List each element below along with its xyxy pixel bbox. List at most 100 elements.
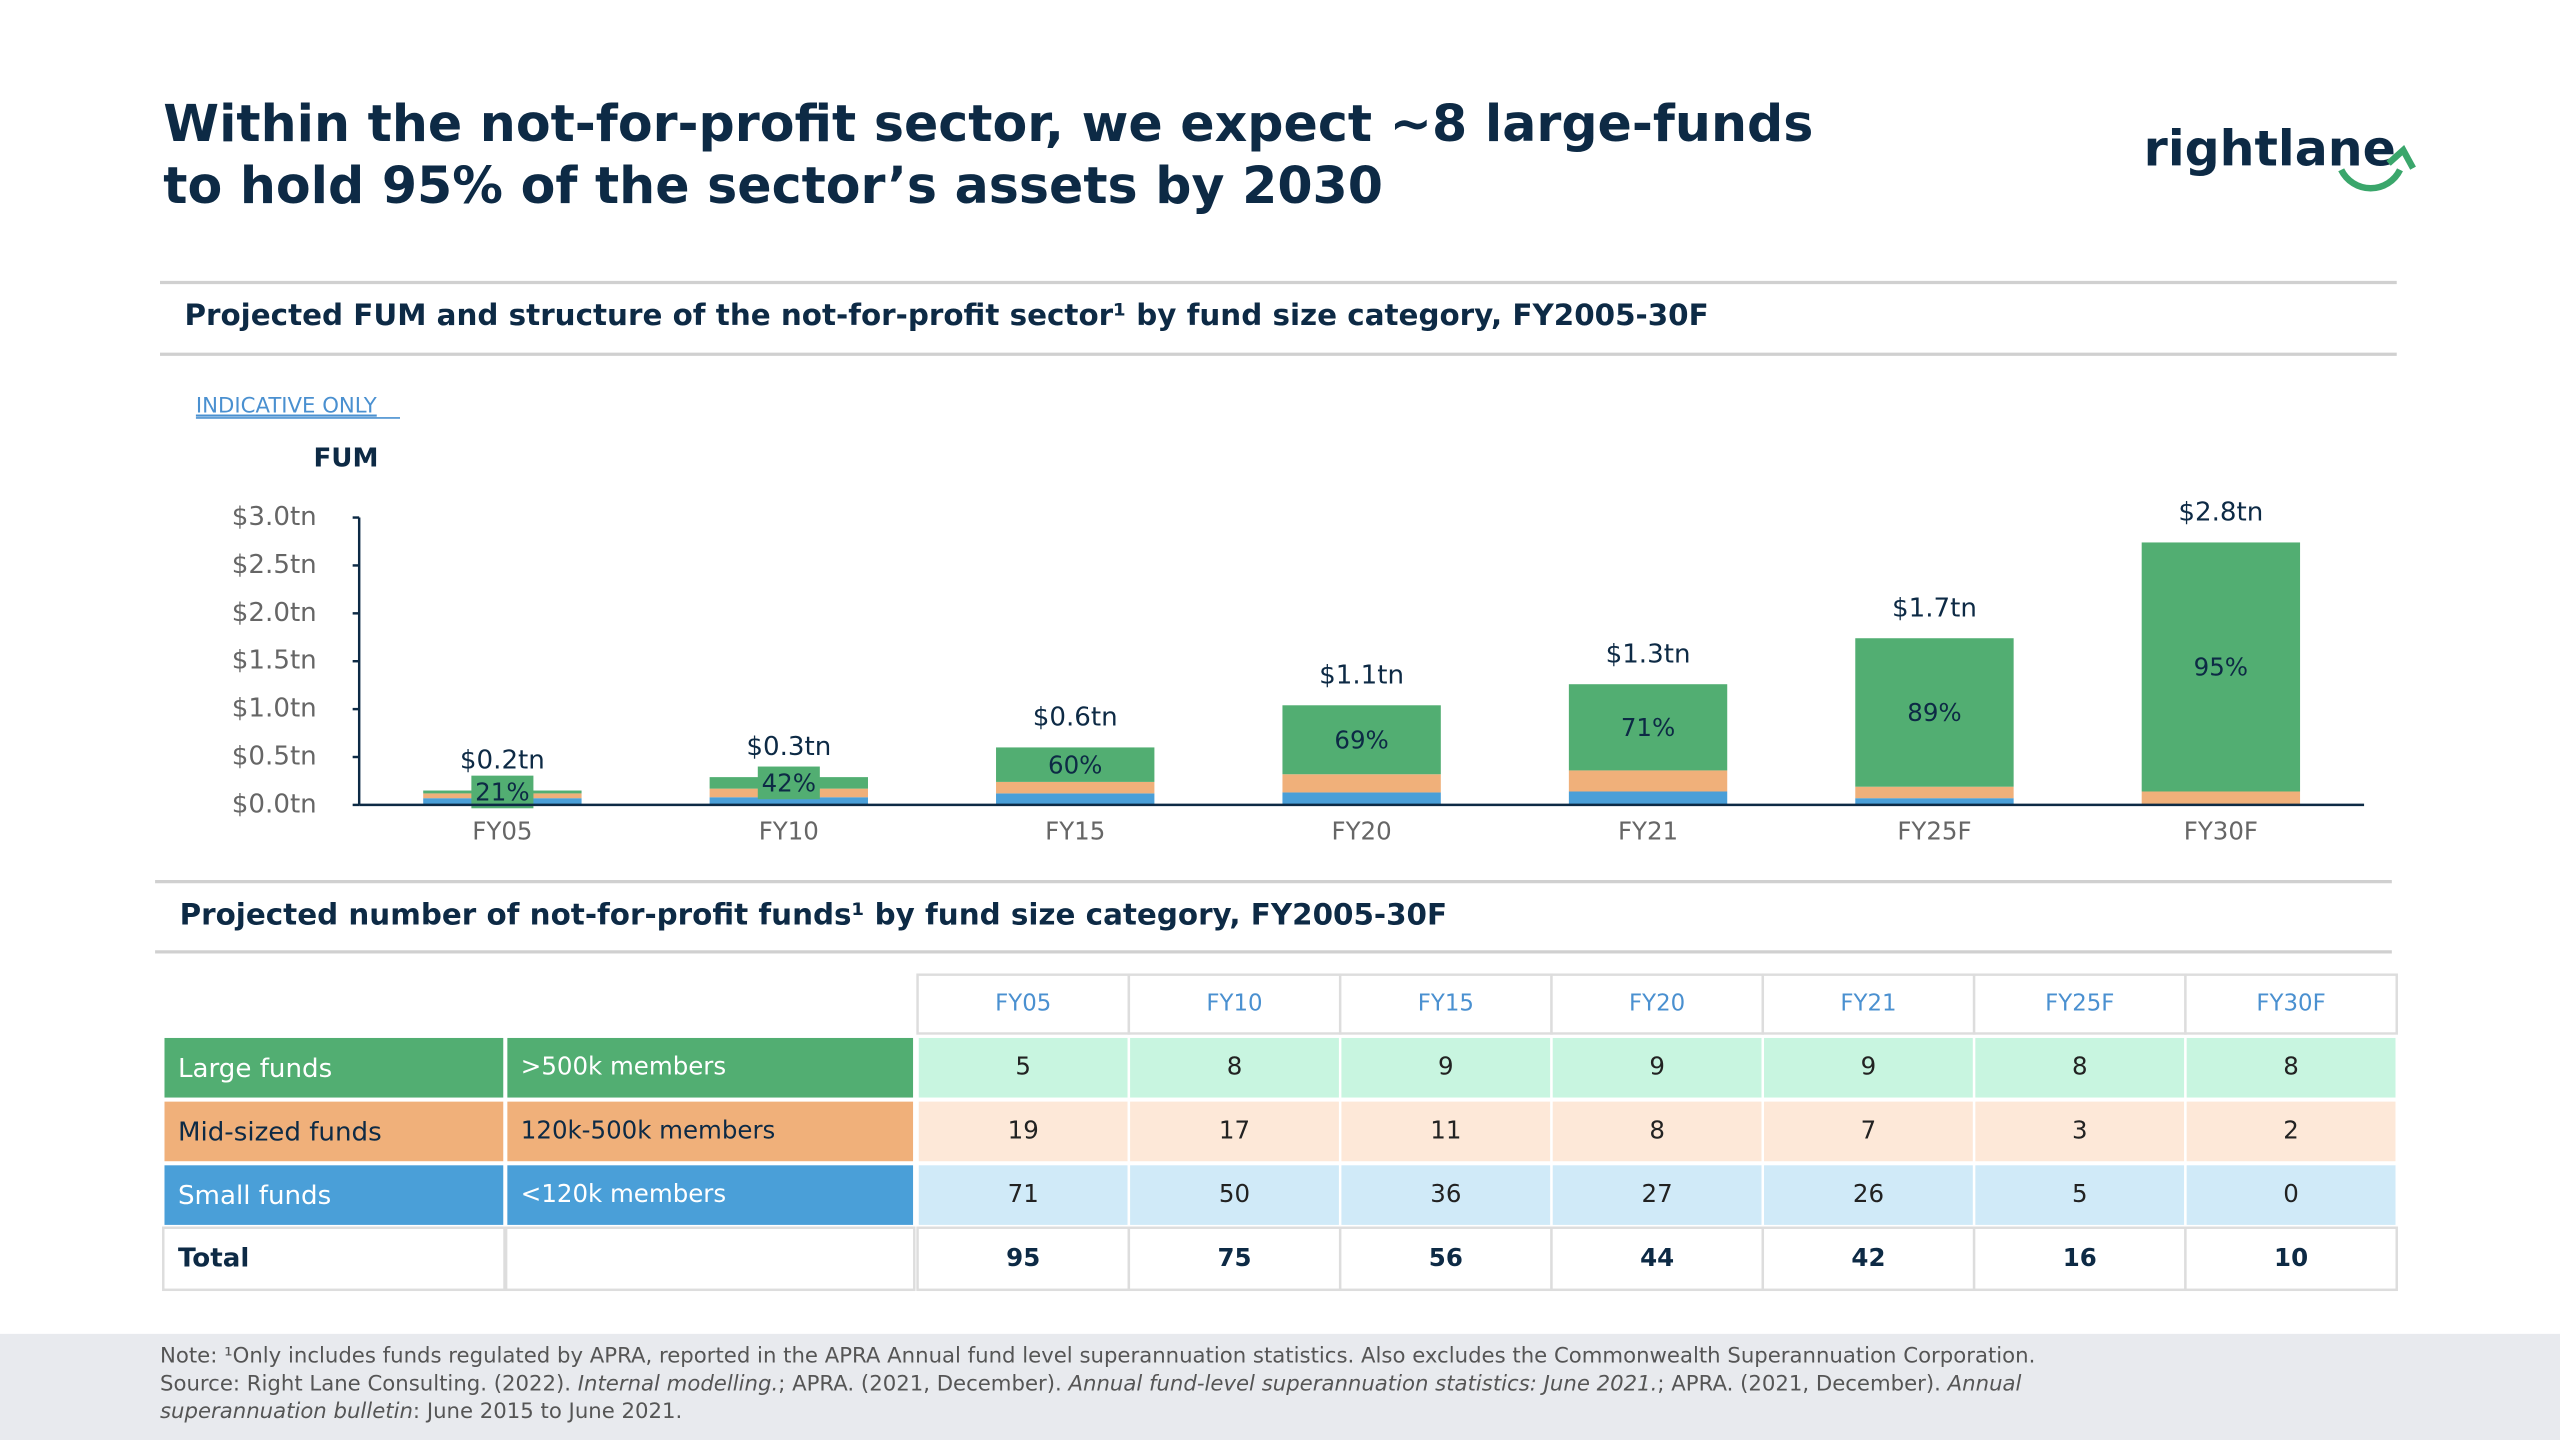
total-value: 44	[1640, 1243, 1674, 1272]
cell	[916, 1035, 1131, 1100]
header-cell	[2184, 973, 2398, 1035]
x-tick-label: FY05	[472, 817, 532, 846]
row-label: Large funds	[178, 1054, 332, 1084]
footer-source: superannuation bulletin: June 2015 to Ju…	[160, 1399, 682, 1424]
table-title: Projected number of not-for-profit funds…	[180, 897, 1447, 931]
cell	[1972, 1162, 2187, 1228]
total-label: $0.6tn	[1033, 703, 1118, 733]
share-label-bg	[471, 775, 534, 809]
x-tick-label: FY15	[1045, 817, 1105, 846]
bar-segment	[1282, 774, 1441, 793]
header-label: FY21	[1840, 991, 1896, 1017]
bar-segment	[996, 793, 1155, 805]
source-part: : June 2015 to June 2021.	[413, 1399, 682, 1424]
annotation: INDICATIVE ONLY	[196, 394, 377, 419]
share-label: 71%	[1621, 713, 1675, 742]
source-part: superannuation bulletin	[160, 1399, 413, 1424]
cell-value: 27	[1642, 1179, 1673, 1208]
chart-title: Projected FUM and structure of the not-f…	[184, 298, 1708, 332]
cell	[1338, 1162, 1553, 1228]
cell	[1550, 1099, 1765, 1164]
cell-value: 8	[1649, 1115, 1665, 1144]
total-label: Total	[178, 1243, 249, 1273]
source-part: ; APRA. (2021, December).	[1657, 1371, 1947, 1396]
total-value: 42	[1851, 1243, 1885, 1272]
cell-value: 9	[1861, 1052, 1877, 1081]
header-cell	[1550, 973, 1765, 1035]
bar-segment	[2141, 791, 2301, 805]
footer-source: Source: Right Lane Consulting. (2022). I…	[160, 1371, 2022, 1396]
row-desc-cell	[504, 1035, 916, 1100]
row-label-cell	[162, 1099, 506, 1164]
cell	[2184, 1099, 2398, 1164]
cell-value: 8	[2072, 1052, 2088, 1081]
total-cell	[1761, 1226, 1976, 1292]
header-label: FY20	[1629, 991, 1685, 1017]
cell	[1972, 1035, 2187, 1100]
chart: $0.0tn $0.5tn $1.0tn $1.5tn $2.0tn $2.5tn $3.0…	[232, 498, 2365, 846]
cell-value: 36	[1430, 1179, 1461, 1208]
header-label: FY10	[1206, 991, 1262, 1017]
cell-value: 5	[2072, 1179, 2088, 1208]
share-label: 95%	[2194, 653, 2248, 682]
total-label: $0.3tn	[746, 732, 831, 762]
total-label: $1.3tn	[1606, 639, 1691, 669]
x-tick-label: FY10	[759, 817, 819, 846]
cell-value: 19	[1008, 1115, 1039, 1144]
row-desc-cell	[504, 1099, 916, 1164]
y-axis-label: FUM	[313, 443, 378, 473]
cell	[2184, 1035, 2398, 1100]
table: FY05 FY10 FY15 FY20 FY21 FY25F FY30F Large fund…	[162, 973, 2398, 1292]
source-part: Annual fund-level superannuation statist…	[1066, 1371, 1657, 1396]
total-cell	[2184, 1226, 2398, 1292]
share-label: 69%	[1334, 725, 1388, 754]
footer-band	[0, 1333, 2560, 1440]
total-label-cell	[162, 1226, 506, 1292]
cell-value: 17	[1219, 1115, 1250, 1144]
cell-value: 9	[1649, 1052, 1665, 1081]
header-label: FY15	[1418, 991, 1474, 1017]
x-tick-label: FY21	[1618, 817, 1678, 846]
bar-segment	[1282, 792, 1441, 805]
cell-value: 3	[2072, 1115, 2088, 1144]
source-part: Annual	[1946, 1371, 2022, 1396]
total-cell	[1127, 1226, 1342, 1292]
cell-value: 26	[1853, 1179, 1884, 1208]
footer-note: Note: ¹Only includes funds regulated by …	[160, 1344, 2035, 1369]
y-tick-label: $1.5tn	[232, 646, 317, 676]
cell	[1550, 1162, 1765, 1228]
x-tick-label: FY20	[1332, 817, 1392, 846]
cell	[1338, 1035, 1553, 1100]
cell-value: 2	[2283, 1115, 2299, 1144]
source-part: Source: Right Lane Consulting. (2022).	[160, 1371, 578, 1396]
total-cell	[1338, 1226, 1553, 1292]
total-value: 95	[1006, 1243, 1040, 1272]
total-label: $1.7tn	[1892, 593, 1977, 623]
total-cell	[916, 1226, 1131, 1292]
bar-segment	[1855, 798, 2014, 805]
cell-value: 50	[1219, 1179, 1250, 1208]
row-label-cell	[162, 1035, 506, 1100]
cell-value: 71	[1008, 1179, 1039, 1208]
total-value: 56	[1429, 1243, 1463, 1272]
cell	[1338, 1099, 1553, 1164]
x-tick-label: FY25F	[1897, 817, 1971, 846]
bar-segment	[1568, 791, 1728, 805]
share-label: 42%	[762, 769, 816, 798]
cell-value: 7	[1861, 1115, 1877, 1144]
row-label: Mid-sized funds	[178, 1118, 382, 1148]
x-tick-label: FY30F	[2184, 817, 2258, 846]
bar-segment	[709, 797, 868, 805]
title-line: Within the not-for-profit sector, we exp…	[163, 94, 1813, 153]
row-desc: 120k-500k members	[521, 1115, 775, 1144]
y-tick-label: $0.5tn	[232, 742, 317, 772]
cell	[1972, 1099, 2187, 1164]
share-label-bg	[757, 766, 820, 800]
y-tick-label: $0.0tn	[232, 789, 317, 819]
cell-value: 11	[1430, 1115, 1461, 1144]
title-line: to hold 95% of the sector’s assets by 20…	[163, 156, 1383, 215]
header-cell	[1338, 973, 1553, 1035]
cell-value: 0	[2283, 1179, 2299, 1208]
